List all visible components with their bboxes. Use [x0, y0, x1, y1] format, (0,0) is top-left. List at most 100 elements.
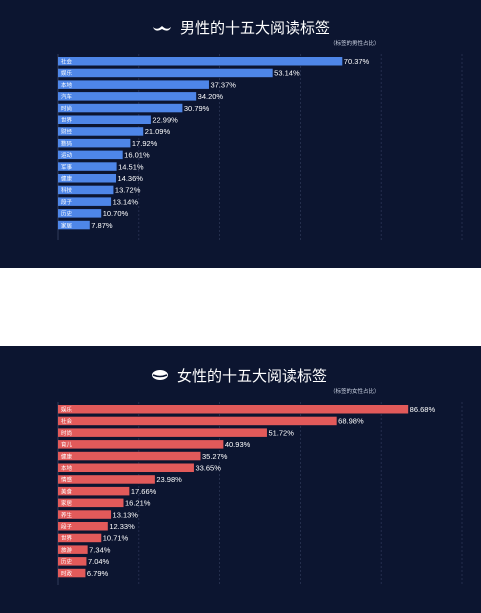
category-label: 汽车: [61, 93, 73, 101]
mustache-icon: [153, 26, 171, 31]
value-label: 40.93%: [225, 440, 251, 449]
category-label: 健康: [61, 175, 73, 183]
male-chart-panel: 男性的十五大阅读标签 （标签的男性占比） 社会 70.37% 娱乐 53.14% 本地 37.…: [0, 0, 481, 268]
bar: [58, 92, 197, 101]
bar: [58, 498, 124, 508]
category-label: 本地: [61, 464, 73, 472]
bar: [58, 451, 201, 461]
bar: [58, 545, 88, 554]
bar: [58, 568, 86, 578]
value-label: 13.72%: [115, 186, 141, 195]
value-label: 13.13%: [113, 510, 139, 519]
category-label: 旅游: [61, 546, 73, 554]
category-label: 娱乐: [61, 406, 73, 414]
bar: [58, 557, 87, 566]
bar: [58, 522, 108, 531]
value-label: 13.14%: [113, 197, 139, 206]
lips-icon: [152, 370, 168, 380]
value-label: 14.36%: [118, 174, 144, 183]
value-label: 16.21%: [125, 499, 151, 508]
category-label: 运动: [61, 151, 73, 159]
value-label: 51.72%: [268, 428, 294, 437]
value-label: 70.37%: [344, 57, 370, 66]
category-label: 段子: [61, 198, 73, 206]
value-label: 22.99%: [152, 116, 178, 125]
bar: [58, 440, 224, 449]
bar: [58, 475, 155, 484]
chart-subtitle: （标签的男性占比）: [330, 39, 380, 47]
category-label: 美食: [61, 487, 73, 495]
category-label: 世界: [61, 116, 73, 124]
category-label: 本地: [61, 81, 73, 89]
female-chart-panel: 女性的十五大阅读标签 （标签的女性占比） 娱乐 86.68% 社会 68.98% 时尚 51.…: [0, 346, 481, 613]
value-label: 6.79%: [87, 569, 109, 578]
value-label: 23.98%: [156, 475, 182, 484]
bar: [58, 405, 409, 414]
category-label: 时政: [61, 569, 73, 577]
value-label: 33.65%: [195, 464, 221, 473]
chart-title: 女性的十五大阅读标签: [177, 367, 327, 385]
category-label: 历史: [61, 558, 73, 566]
bar: [58, 57, 343, 66]
category-label: 养生: [61, 511, 73, 519]
bar: [58, 416, 337, 426]
category-label: 健康: [61, 452, 73, 460]
value-label: 14.51%: [118, 162, 144, 171]
value-label: 37.37%: [210, 80, 236, 89]
category-label: 军事: [61, 163, 73, 171]
value-label: 16.01%: [124, 151, 150, 160]
category-label: 历史: [61, 210, 73, 218]
bar: [58, 486, 130, 496]
category-label: 家居: [61, 499, 73, 507]
category-label: 数码: [61, 139, 73, 147]
bar: [58, 197, 112, 206]
bar: [58, 463, 194, 472]
bar: [58, 103, 183, 113]
category-label: 财经: [61, 128, 73, 136]
category-label: 段子: [61, 523, 73, 531]
category-label: 世界: [61, 534, 73, 542]
bar: [58, 68, 273, 78]
bar: [58, 510, 112, 519]
value-label: 10.71%: [103, 534, 129, 543]
category-label: 育儿: [61, 441, 73, 449]
chart-title: 男性的十五大阅读标签: [180, 19, 330, 37]
chart-subtitle: （标签的女性占比）: [330, 387, 380, 395]
bar: [58, 428, 267, 437]
bar: [58, 533, 102, 543]
value-label: 7.87%: [91, 221, 113, 230]
category-label: 情感: [61, 476, 73, 484]
bar: [58, 174, 117, 183]
value-label: 17.66%: [131, 487, 157, 496]
value-label: 21.09%: [145, 127, 171, 136]
category-label: 家居: [61, 221, 73, 229]
category-label: 时尚: [61, 104, 72, 112]
value-label: 10.70%: [103, 209, 129, 218]
bar: [58, 80, 209, 89]
bar: [58, 162, 117, 171]
value-label: 53.14%: [274, 69, 300, 78]
bar: [58, 115, 151, 124]
category-label: 社会: [61, 58, 73, 66]
category-label: 娱乐: [61, 69, 73, 77]
category-label: 社会: [61, 417, 73, 425]
male-reading-tags-chart: 男性的十五大阅读标签（标签的男性占比） 社会 70.37% 娱乐 53.14% 本地 37.…: [57, 19, 463, 240]
bar: [58, 127, 144, 136]
bar: [58, 138, 131, 148]
value-label: 34.20%: [198, 92, 224, 101]
bar: [58, 209, 102, 218]
value-label: 68.98%: [338, 417, 364, 426]
value-label: 35.27%: [202, 452, 228, 461]
female-reading-tags-chart: 女性的十五大阅读标签（标签的女性占比） 娱乐 86.68% 社会 68.98% 时尚 51.…: [57, 367, 463, 585]
category-label: 时尚: [61, 429, 72, 437]
bar: [58, 220, 90, 230]
value-label: 17.92%: [132, 139, 158, 148]
value-label: 7.04%: [88, 557, 110, 566]
bar: [58, 185, 114, 195]
value-label: 7.34%: [89, 545, 111, 554]
value-label: 86.68%: [410, 405, 436, 414]
bar: [58, 150, 123, 160]
category-label: 科技: [61, 186, 73, 194]
value-label: 30.79%: [184, 104, 210, 113]
value-label: 12.33%: [109, 522, 135, 531]
